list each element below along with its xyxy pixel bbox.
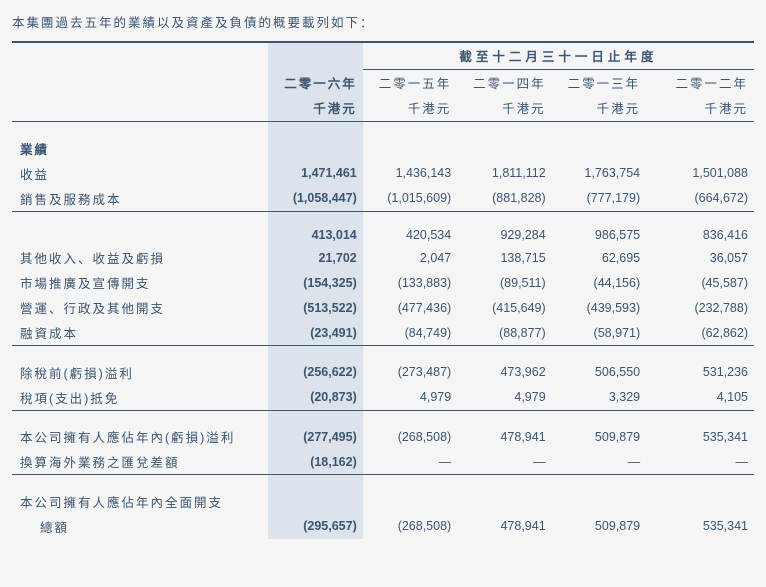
row-attrib: 本公司擁有人應佔年內(虧損)溢利 (277,495) (268,508) 478… [12, 424, 754, 449]
row-cost: 銷售及服務成本 (1,058,447) (1,015,609) (881,828… [12, 186, 754, 212]
unit-3: 千港元 [552, 95, 646, 122]
blank [12, 42, 268, 70]
year-1: 二零一五年 [363, 70, 457, 96]
blank [268, 42, 362, 70]
intro-text: 本集團過去五年的業績以及資產及負債的概要載列如下： [12, 12, 754, 31]
row-comprehensive-2: 總額 (295,657) (268,508) 478,941 509,879 5… [12, 514, 754, 539]
row-marketing: 市場推廣及宣傳開支 (154,325) (133,883) (89,511) (… [12, 270, 754, 295]
row-subtotal: 413,014 420,534 929,284 986,575 836,416 [12, 225, 754, 245]
row-admin: 營運、行政及其他開支 (513,522) (477,436) (415,649)… [12, 295, 754, 320]
unit-2: 千港元 [457, 95, 551, 122]
row-revenue: 收益 1,471,461 1,436,143 1,811,112 1,763,7… [12, 161, 754, 186]
unit-1: 千港元 [363, 95, 457, 122]
row-comprehensive-1: 本公司擁有人應佔年內全面開支 [12, 489, 754, 514]
year-4: 二零一二年 [660, 70, 754, 96]
financial-table: 截至十二月三十一日止年度 二零一六年 二零一五年 二零一四年 二零一三年 二零一… [12, 41, 754, 539]
row-fx: 換算海外業務之匯兌差額 (18,162) — — — — [12, 449, 754, 475]
year-2: 二零一四年 [457, 70, 551, 96]
row-tax: 稅項(支出)抵免 (20,873) 4,979 4,979 3,329 4,10… [12, 385, 754, 411]
row-other: 其他收入、收益及虧損 21,702 2,047 138,715 62,695 3… [12, 245, 754, 270]
row-pbt: 除稅前(虧損)溢利 (256,622) (273,487) 473,962 50… [12, 360, 754, 385]
row-finance: 融資成本 (23,491) (84,749) (88,877) (58,971)… [12, 320, 754, 346]
unit-0: 千港元 [268, 95, 362, 122]
section-performance: 業績 [12, 136, 268, 161]
header-span: 截至十二月三十一日止年度 [363, 42, 754, 70]
unit-4: 千港元 [660, 95, 754, 122]
year-3: 二零一三年 [552, 70, 646, 96]
year-0: 二零一六年 [268, 70, 362, 96]
